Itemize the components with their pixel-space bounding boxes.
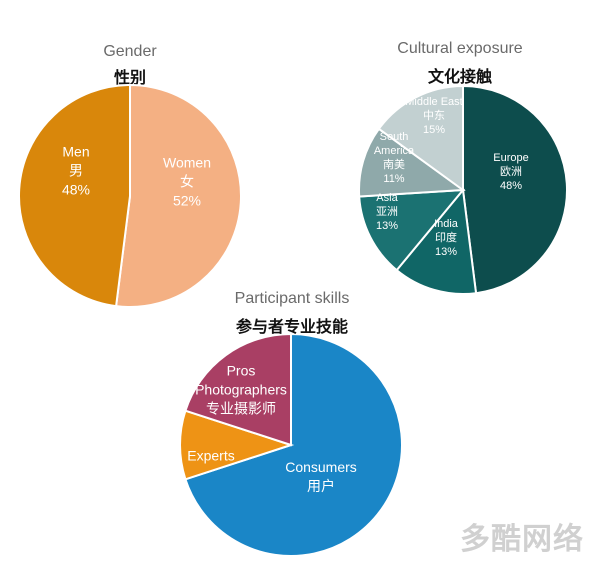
pie-slice-women <box>114 83 242 308</box>
skills-chart: Participant skills 参与者专业技能 <box>162 280 422 340</box>
slice-label-india: India <box>434 218 459 230</box>
slice-label-asia: 13% <box>376 220 398 232</box>
skills-chart-title: Participant skills <box>234 290 350 307</box>
slice-label-middle-east: Middle East <box>405 96 462 108</box>
gender-chart-title: Gender <box>103 43 157 60</box>
slice-label-pros-photographers: Pros <box>227 363 256 379</box>
slice-label-asia: 亚洲 <box>376 206 398 218</box>
slice-label-india: 13% <box>435 246 457 258</box>
slice-label-europe: 欧洲 <box>500 165 522 178</box>
slice-label-experts: Experts <box>187 448 234 464</box>
culture-chart-title: Cultural exposure <box>397 40 523 57</box>
slice-label-middle-east: 中东 <box>423 109 445 122</box>
slice-label-consumers: 用户 <box>307 478 335 494</box>
pie-slice-asia <box>358 188 466 272</box>
slice-label-women: 女 <box>180 174 194 190</box>
pie-slice-men <box>18 83 131 308</box>
slice-label-men: Men <box>62 144 89 160</box>
slice-label-south-america: 11% <box>383 173 404 185</box>
slice-label-europe: 48% <box>500 180 522 192</box>
watermark-logo: 多酷网络 <box>460 522 584 557</box>
pie-slice-south-america <box>358 127 466 198</box>
pie-slice-middle-east <box>377 84 464 192</box>
skills-chart-subtitle: 参与者专业技能 <box>235 319 348 336</box>
slice-label-south-america: 南美 <box>383 158 405 171</box>
slice-label-men: 男 <box>69 163 83 179</box>
slice-label-consumers: Consumers <box>285 459 357 475</box>
pie-slice-india <box>395 187 478 295</box>
slice-label-men: 48% <box>62 182 90 198</box>
slice-label-pros-photographers: Photographers <box>195 382 287 398</box>
pie-slice-europe <box>462 84 568 295</box>
slice-label-pros-photographers: 专业摄影师 <box>206 401 276 417</box>
slice-label-south-america: America <box>374 145 415 157</box>
slice-label-south-america: South <box>380 131 409 143</box>
culture-chart: Cultural exposure 文化接触 <box>330 0 590 310</box>
slice-label-asia: Asia <box>376 192 398 204</box>
slice-label-europe: Europe <box>493 152 528 164</box>
pie-slice-pros-photographers <box>184 332 292 447</box>
culture-chart-subtitle: 文化接触 <box>427 69 492 86</box>
slice-label-women: 52% <box>173 193 201 209</box>
slice-label-middle-east: 15% <box>423 124 445 136</box>
gender-chart: Gender 性别 <box>0 0 260 310</box>
slice-label-women: Women <box>163 155 211 171</box>
slice-label-india: 印度 <box>435 230 457 244</box>
gender-chart-subtitle: 性别 <box>113 70 146 87</box>
